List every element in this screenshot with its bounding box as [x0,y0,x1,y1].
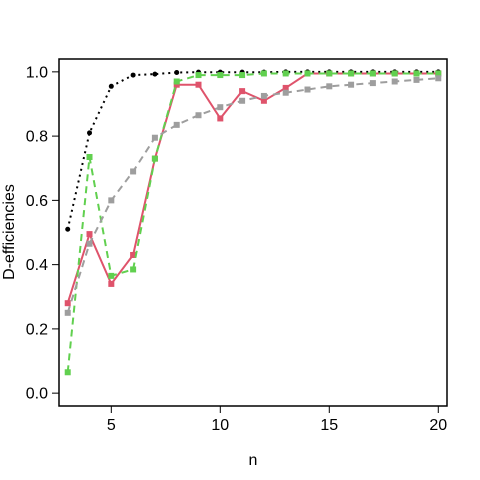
y-tick-label: 0.6 [26,193,48,210]
series-line [66,77,439,314]
data-point [304,86,311,93]
data-point [239,72,246,79]
series-1 [65,69,441,232]
data-point [64,369,71,376]
data-point [326,83,333,90]
data-point [260,70,267,77]
data-point [173,81,180,88]
data-point [282,70,289,77]
data-point [413,70,420,77]
data-point [108,83,114,89]
data-point [173,121,180,128]
y-tick-label: 0.2 [26,321,48,338]
data-point [130,168,137,175]
series-3 [64,70,442,376]
data-point [86,240,93,247]
data-point [108,280,115,287]
data-point [108,197,115,204]
data-point [173,78,180,85]
data-point [260,97,267,104]
data-point [151,155,158,162]
y-axis: 0.0 0.2 0.4 0.6 0.8 1.0 [26,64,59,403]
data-point [64,309,71,316]
x-tick-label: 15 [320,417,338,434]
data-point [86,153,93,160]
data-point [195,81,202,88]
data-point [282,84,289,91]
y-axis-title: D-efficiencies [1,184,18,280]
x-axis-title: n [249,452,258,469]
data-point [87,130,93,136]
series-4 [64,75,442,316]
data-point [195,72,202,79]
data-point [130,251,137,258]
data-point [413,76,420,83]
data-point [174,69,180,75]
data-point [217,115,224,122]
data-point [348,70,355,77]
data-point [326,70,333,77]
series-line [66,72,439,373]
data-point [391,78,398,85]
data-point [217,104,224,111]
data-point [217,72,224,79]
data-point [435,70,442,77]
data-point [152,71,158,77]
data-point [260,92,267,99]
data-point [130,266,137,273]
data-point [348,81,355,88]
x-tick-label: 10 [211,417,229,434]
data-point [86,231,93,238]
x-axis: 5 10 15 20 [107,406,447,434]
series-layer [64,69,442,376]
data-point [435,75,442,82]
data-point [304,70,311,77]
data-point [130,72,136,78]
x-tick-label: 20 [429,417,447,434]
series-line [66,70,439,230]
series-line [66,72,439,304]
data-point [108,272,115,279]
data-point [151,134,158,141]
data-point [369,70,376,77]
data-point [65,226,71,232]
data-point [369,80,376,87]
y-tick-label: 1.0 [26,64,48,81]
data-point [195,112,202,119]
y-tick-label: 0.0 [26,386,48,403]
data-point [239,88,246,95]
y-tick-label: 0.4 [26,257,48,274]
x-tick-label: 5 [107,417,116,434]
data-point [391,70,398,77]
y-tick-label: 0.8 [26,129,48,146]
data-point [239,97,246,104]
data-point [282,89,289,96]
plot-frame [58,58,448,407]
data-point [64,300,71,307]
